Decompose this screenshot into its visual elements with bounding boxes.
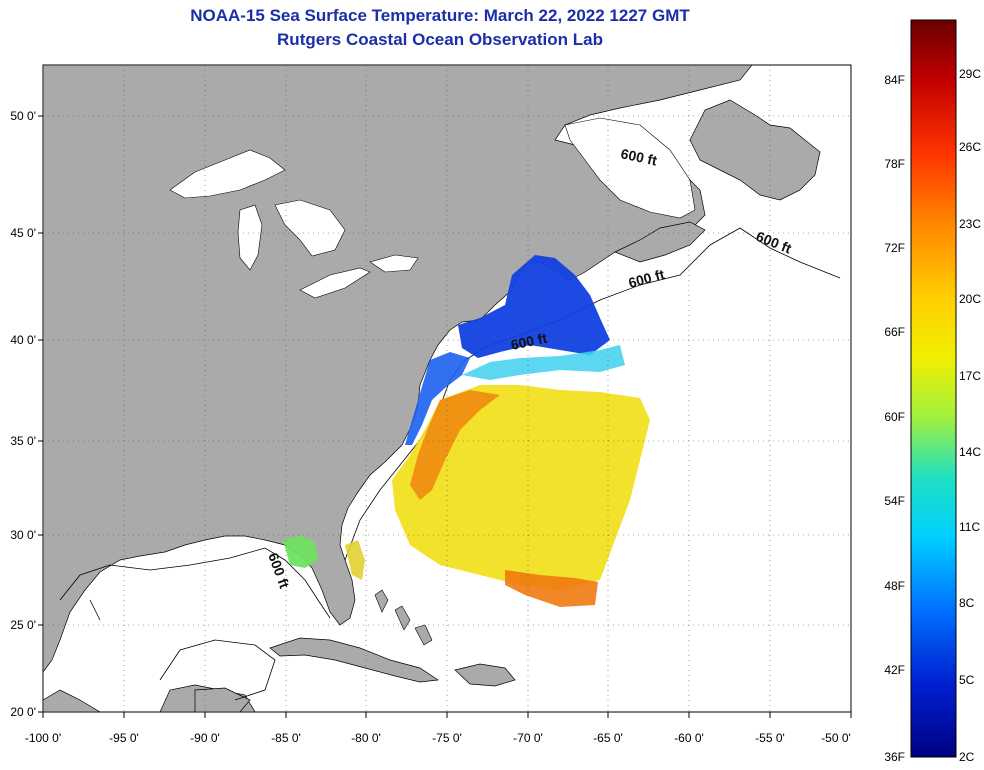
map-subtitle: Rutgers Coastal Ocean Observation Lab [277,30,603,49]
colorbar-c-label: 29C [959,67,981,81]
colorbar-c-label: 14C [959,445,981,459]
nova-scotia-land [614,221,706,263]
x-tick-label: -95 0' [109,731,139,745]
y-tick-label: 35 0' [10,434,36,448]
colorbar-fahrenheit-labels: 84F 78F 72F 66F 60F 54F 48F 42F 36F [884,73,905,764]
yucatan-land [43,689,101,712]
colorbar-f-label: 48F [884,579,905,593]
colorbar-f-label: 42F [884,663,905,677]
colorbar-f-label: 66F [884,325,905,339]
cuba-land [269,637,439,683]
newfoundland-land [689,99,821,201]
map-title: NOAA-15 Sea Surface Temperature: March 2… [190,6,690,25]
yucatan-east [194,687,251,712]
x-tick-label: -50 0' [821,731,851,745]
x-axis: -100 0' -95 0' -90 0' -85 0' -80 0' -75 … [25,712,852,745]
sst-cold-shelf [458,255,610,358]
x-tick-label: -100 0' [25,731,61,745]
x-tick-label: -80 0' [351,731,381,745]
y-tick-label: 30 0' [10,528,36,542]
sst-florida-coast [345,540,365,580]
colorbar-f-label: 72F [884,241,905,255]
sst-cyan-band [462,345,625,380]
contour-label-4: 600 ft [509,330,548,353]
colorbar-c-label: 20C [959,292,981,306]
lake-erie [299,267,371,299]
hispaniola-land [454,663,516,687]
x-tick-label: -55 0' [755,731,785,745]
colorbar-c-label: 2C [959,750,975,764]
contour-label-1: 600 ft [619,145,658,168]
y-tick-label: 25 0' [10,618,36,632]
colorbar-celsius-labels: 29C 26C 23C 20C 17C 14C 11C 8C 5C 2C [959,67,981,764]
colorbar-f-label: 54F [884,494,905,508]
y-tick-label: 40 0' [10,333,36,347]
y-tick-label: 45 0' [10,226,36,240]
sst-south-orange [505,570,598,607]
x-tick-label: -70 0' [513,731,543,745]
sst-cold-coast [405,352,470,445]
x-tick-label: -65 0' [593,731,623,745]
x-tick-label: -60 0' [674,731,704,745]
sst-gulf-green [283,536,318,568]
colorbar-c-label: 11C [959,520,980,534]
x-tick-label: -85 0' [271,731,301,745]
colorbar-c-label: 17C [959,369,981,383]
colorbar-c-label: 23C [959,217,981,231]
colorbar-c-label: 8C [959,596,975,610]
sst-gulfstream-orange [410,390,500,500]
bahamas-islands [374,589,433,646]
lake-michigan [237,204,263,271]
x-tick-label: -90 0' [190,731,220,745]
gulf-600ft-contour [59,547,331,701]
colorbar-f-label: 78F [884,157,905,171]
colorbar-c-label: 26C [959,140,981,154]
colorbar-f-label: 60F [884,410,905,424]
lake-superior [169,149,286,199]
lake-huron [274,199,346,257]
colorbar-c-label: 5C [959,673,975,687]
y-tick-label: 50 0' [10,109,36,123]
colorbar-f-label: 84F [884,73,905,87]
lake-ontario [369,254,419,273]
colorbar [910,19,957,758]
x-tick-label: -75 0' [432,731,462,745]
y-tick-label: 20 0' [10,705,36,719]
y-axis: 50 0' 45 0' 40 0' 35 0' 30 0' 25 0' 20 0… [10,109,43,719]
colorbar-f-label: 36F [884,750,905,764]
gulf-st-lawrence [564,117,696,219]
